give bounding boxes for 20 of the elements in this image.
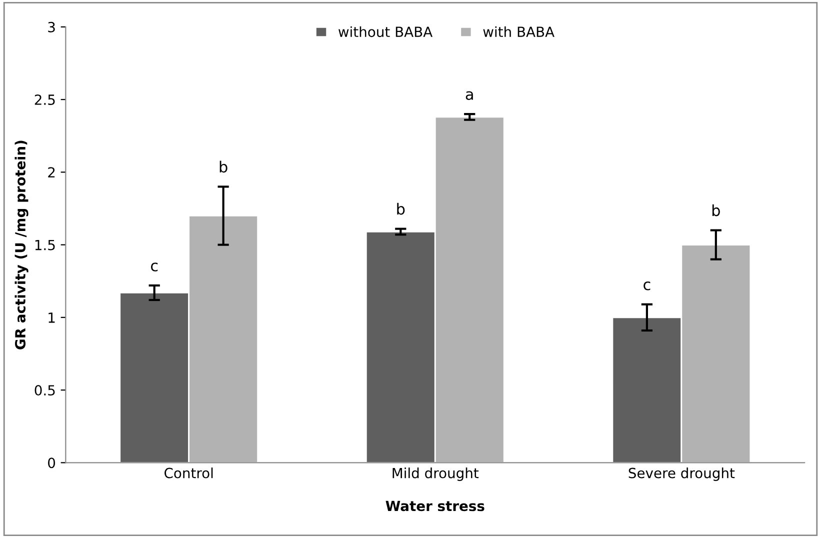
x-axis-title: Water stress bbox=[386, 500, 484, 512]
y-tick-label: 0 bbox=[48, 458, 56, 468]
x-tick-label: Control bbox=[164, 468, 213, 478]
annotation: c bbox=[150, 262, 158, 272]
y-tick-label: 3 bbox=[48, 22, 55, 32]
x-tick-label: Severe drought bbox=[628, 468, 735, 481]
annotation: b bbox=[397, 202, 405, 215]
y-tick-label: 1.5 bbox=[35, 240, 55, 250]
annotation: b bbox=[220, 160, 228, 173]
y-tick-label: 2.5 bbox=[34, 94, 55, 106]
y-tick-label: 1 bbox=[48, 312, 55, 323]
y-tick-label: 0.5 bbox=[34, 385, 55, 396]
legend-label: with BABA bbox=[483, 26, 554, 37]
x-tick-label: Mild drought bbox=[392, 468, 479, 481]
legend-label: without BABA bbox=[338, 26, 432, 38]
y-axis-title: GR activity (U /mg protein) bbox=[14, 140, 28, 350]
annotation: a bbox=[466, 91, 473, 100]
annotation: b bbox=[712, 204, 720, 216]
y-tick-label: 2 bbox=[48, 167, 55, 178]
annotation: c bbox=[644, 282, 650, 290]
